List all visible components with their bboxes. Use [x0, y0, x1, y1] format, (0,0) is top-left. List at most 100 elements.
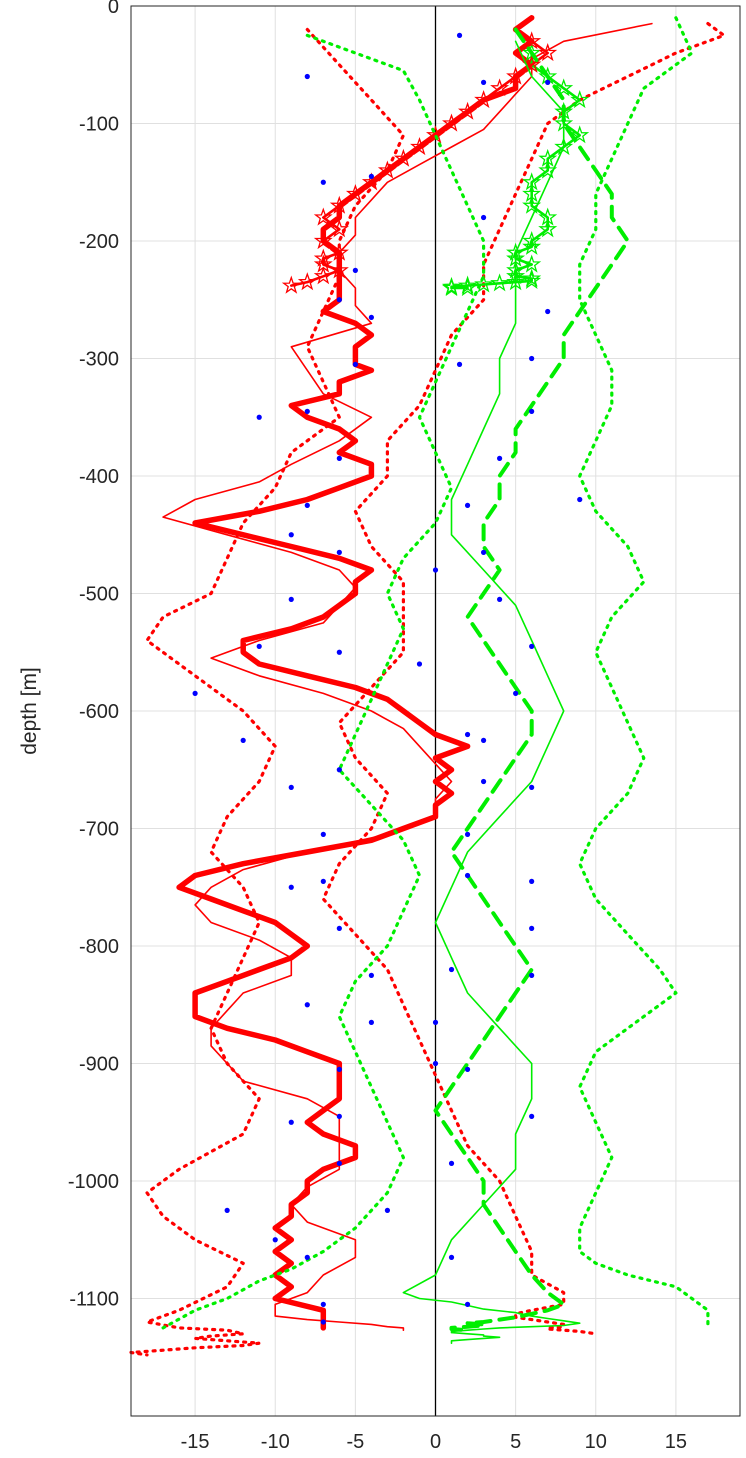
blue-point	[368, 173, 374, 179]
blue-point	[336, 649, 342, 655]
y-tick-label: -300	[79, 349, 119, 371]
star-marker	[506, 66, 526, 85]
y-tick-label: -700	[79, 819, 119, 841]
y-tick-label: -1100	[69, 1289, 119, 1311]
y-tick-label: -500	[79, 584, 119, 606]
blue-point	[272, 1237, 278, 1243]
y-tick-label: -100	[79, 114, 119, 136]
blue-point	[464, 1301, 471, 1307]
blue-point	[480, 778, 487, 785]
blue-point	[336, 1160, 342, 1166]
star-marker	[281, 275, 301, 294]
series-line-7	[402, 40, 581, 1344]
star-marker	[442, 113, 461, 132]
x-tick-label: 5	[510, 1431, 521, 1453]
star-marker	[329, 195, 349, 214]
blue-point	[464, 731, 471, 738]
blue-point	[432, 1060, 439, 1067]
star-marker	[522, 254, 542, 273]
star-marker	[554, 78, 574, 97]
star-marker	[522, 230, 542, 250]
blue-point	[545, 308, 551, 315]
star-marker	[458, 277, 478, 297]
blue-points	[192, 32, 583, 1325]
blue-point	[368, 314, 374, 320]
x-tick-labels: -15 -10 -5 0 5 10 15	[181, 1431, 687, 1453]
blue-point	[368, 1019, 374, 1025]
blue-point	[336, 1066, 342, 1072]
blue-point	[529, 1113, 535, 1119]
star-marker	[410, 137, 429, 156]
blue-point	[384, 1207, 391, 1213]
blue-point	[192, 690, 198, 696]
y-axis-label: depth [m]	[18, 667, 41, 755]
blue-point	[464, 1066, 471, 1072]
blue-point	[464, 872, 471, 879]
blue-point	[480, 214, 487, 221]
blue-point	[577, 496, 583, 503]
blue-point	[288, 596, 294, 602]
blue-point	[352, 267, 358, 273]
star-marker	[442, 278, 461, 297]
blue-point	[456, 32, 463, 38]
blue-point	[545, 79, 551, 85]
blue-point	[336, 297, 342, 303]
blue-point	[352, 361, 358, 367]
blue-point	[288, 884, 294, 890]
star-marker	[570, 125, 590, 144]
blue-point	[304, 73, 310, 80]
blue-point	[320, 179, 326, 185]
y-tick-label: 0	[108, 0, 119, 18]
series-line-2	[129, 27, 405, 1357]
blue-point	[224, 1207, 230, 1213]
plot-frame	[130, 5, 741, 1417]
star-marker	[393, 148, 414, 167]
blue-point	[368, 972, 374, 978]
blue-point	[336, 549, 342, 555]
star-marker	[313, 248, 333, 267]
blue-point	[320, 831, 326, 837]
star-marker	[522, 236, 542, 255]
star-marker	[538, 43, 558, 62]
blue-point	[288, 1119, 294, 1125]
blue-point	[529, 784, 535, 790]
star-marker	[313, 231, 333, 250]
blue-point	[448, 1160, 455, 1166]
blue-point	[529, 408, 535, 414]
x-tick-label: -5	[346, 1431, 364, 1453]
blue-point	[432, 1019, 439, 1025]
blue-point	[456, 361, 463, 367]
blue-point	[448, 966, 455, 973]
star-marker	[329, 219, 349, 238]
y-tick-label: -400	[79, 466, 119, 488]
blue-point	[464, 502, 471, 508]
blue-point	[480, 737, 487, 743]
blue-point	[529, 972, 535, 978]
star-marker	[490, 273, 510, 292]
series-line-1	[162, 22, 653, 1331]
star-marker	[313, 266, 333, 285]
blue-point	[432, 567, 439, 573]
blue-point	[416, 661, 423, 667]
blue-point	[256, 414, 262, 420]
y-tick-label: -800	[79, 936, 119, 958]
star-marker	[474, 274, 494, 293]
blue-point	[256, 643, 262, 649]
blue-point	[336, 455, 342, 461]
star-marker	[522, 270, 542, 290]
star-marker	[522, 31, 542, 50]
series-line-6	[433, 27, 630, 1333]
blue-point	[288, 784, 294, 790]
y-tick-labels: 0 -100 -200 -300 -400 -500 -600 -700 -800 -900 -10…	[68, 0, 119, 1311]
star-marker	[329, 260, 349, 279]
blue-point	[336, 925, 342, 931]
blue-point	[529, 925, 535, 931]
x-tick-label: -10	[261, 1431, 290, 1453]
star-marker	[345, 183, 365, 203]
star-marker	[313, 207, 333, 226]
star-marker	[361, 172, 381, 191]
series-line-0	[176, 15, 535, 1331]
blue-point	[304, 1254, 310, 1260]
blue-point	[497, 455, 503, 461]
star-marker	[570, 89, 590, 109]
